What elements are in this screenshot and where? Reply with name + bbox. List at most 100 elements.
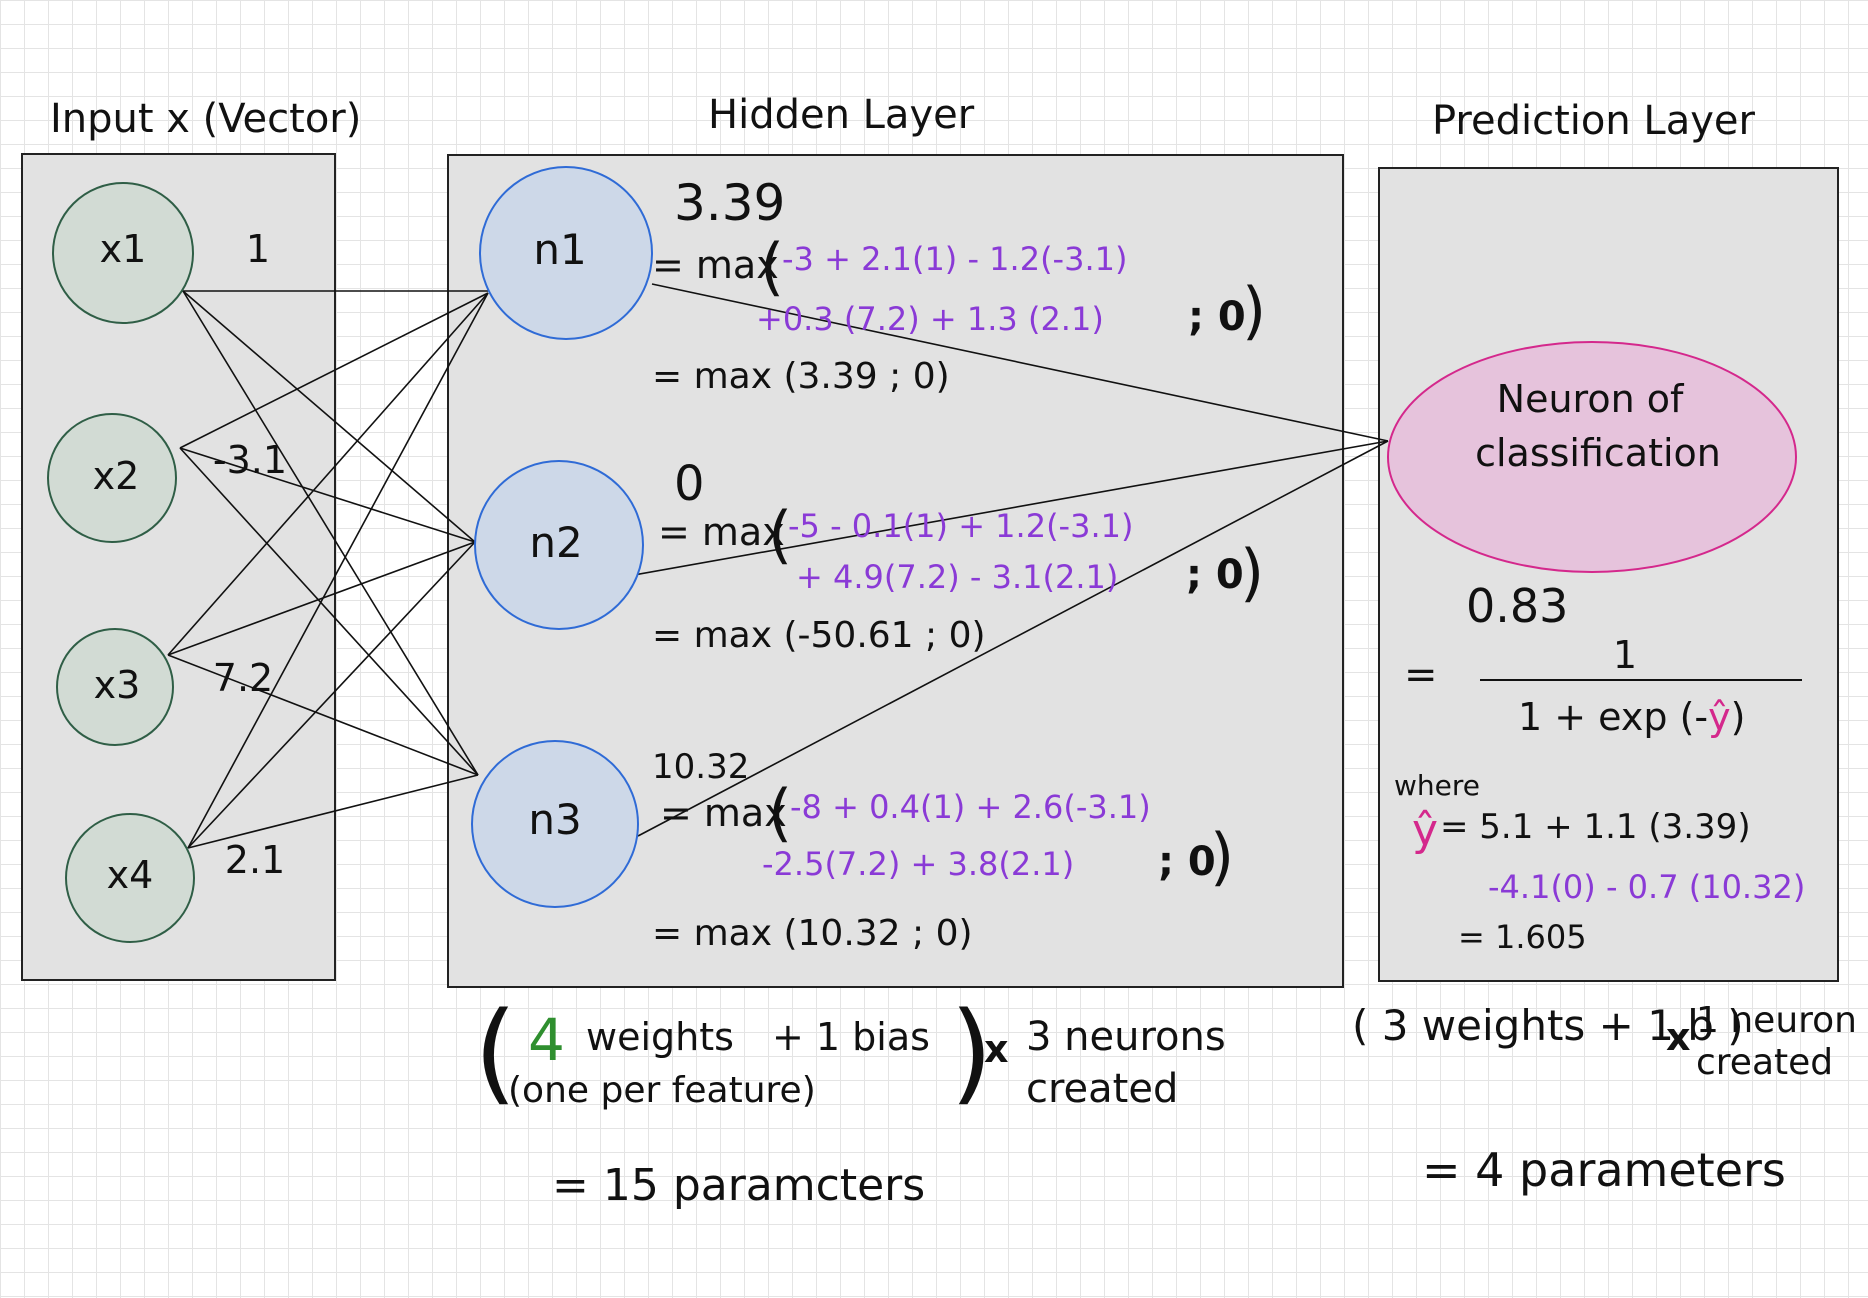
n3-eq1-prefix: = max: [660, 791, 787, 835]
hidden-output-connections: [633, 283, 1389, 837]
conn-n3-out: [637, 440, 1389, 837]
output-neuron: Neuron of classification: [1387, 341, 1797, 573]
input-node-x1: x1: [52, 182, 194, 324]
neuron-n1-equations: 3.39 = max ( -3 + 2.1(1) - 1.2(-3.1) +0.…: [652, 174, 1266, 397]
output-times: x: [1666, 1015, 1691, 1059]
n1-result: 3.39: [674, 174, 785, 232]
hidden-param-open-bracket: (: [474, 988, 517, 1116]
input-value-x4: 2.1: [225, 838, 285, 882]
hidden-times: x: [984, 1027, 1009, 1071]
input-hidden-connections: [167, 290, 489, 849]
n3-eq2-suffix: ; 0: [1158, 839, 1216, 885]
input-label-x2: x2: [93, 454, 140, 498]
hidden-label-n2: n2: [529, 518, 582, 567]
output-label-line2: classification: [1475, 431, 1721, 475]
hidden-total-params: = 15 paramcters: [552, 1160, 925, 1211]
output-param-count: ( 3 weights + 1 b ) x 1 neuron created =…: [1352, 1000, 1857, 1197]
hidden-param-count: ( 4 weights + 1 bias (one per feature) )…: [474, 988, 1226, 1211]
n2-eq2-terms: + 4.9(7.2) - 3.1(2.1): [796, 558, 1118, 596]
output-neurons-line1: 1 neuron: [1696, 1000, 1857, 1041]
input-label-x3: x3: [94, 663, 141, 707]
n2-eq3: = max (-50.61 ; 0): [652, 615, 986, 656]
n1-eq1-prefix: = max: [652, 243, 779, 287]
sigmoid-denominator-left: 1 + exp (-: [1518, 695, 1708, 739]
n2-result: 0: [674, 456, 705, 512]
prediction-panel: [1378, 167, 1839, 982]
n2-eq2-suffix: ; 0: [1186, 552, 1244, 598]
n1-eq1-terms: -3 + 2.1(1) - 1.2(-3.1): [782, 240, 1127, 278]
n2-close-paren: ): [1240, 536, 1264, 609]
sigmoid-denominator-right: ): [1731, 695, 1746, 739]
conn-n1-out: [651, 283, 1389, 442]
n1-open-paren: (: [760, 230, 784, 303]
hidden-param-close-bracket: ): [950, 988, 993, 1116]
n3-result: 10.32: [652, 747, 749, 787]
hidden-label-n1: n1: [533, 225, 586, 274]
input-header: Input x (Vector): [50, 96, 361, 142]
conn-n2-out: [633, 440, 1389, 576]
conn-x4-n1: [187, 292, 489, 849]
hidden-neurons-line2: created: [1026, 1066, 1178, 1112]
n1-close-paren: ): [1242, 274, 1266, 347]
neuron-n2-equations: 0 = max ( -5 - 0.1(1) + 1.2(-3.1) + 4.9(…: [652, 456, 1264, 656]
n1-eq3: = max (3.39 ; 0): [652, 356, 950, 397]
n2-open-paren: (: [768, 498, 792, 571]
n3-eq2-terms: -2.5(7.2) + 3.8(2.1): [762, 845, 1074, 883]
hidden-node-n1: n1: [479, 166, 653, 340]
sigmoid-equals: =: [1404, 652, 1438, 698]
conn-x1-n3: [182, 290, 479, 776]
n2-eq1-prefix: = max: [658, 510, 785, 554]
sigmoid-denominator: 1 + exp (-ŷ): [1518, 695, 1745, 739]
hidden-neurons-line1: 3 neurons: [1026, 1014, 1226, 1060]
output-neurons-line2: created: [1696, 1042, 1833, 1083]
yhat-equation: where ŷ = 5.1 + 1.1 (3.39) -4.1(0) - 0.7…: [1394, 769, 1805, 956]
hidden-label-n3: n3: [528, 795, 581, 844]
hidden-param-note: (one per feature): [508, 1070, 816, 1111]
output-param-formula: ( 3 weights + 1 b ): [1352, 1001, 1744, 1050]
conn-x2-n2: [179, 447, 476, 543]
yhat-line2: -4.1(0) - 0.7 (10.32): [1488, 868, 1805, 906]
n1-eq2-terms: +0.3 (7.2) + 1.3 (2.1): [756, 300, 1104, 338]
output-label-line1: Neuron of: [1497, 377, 1685, 421]
input-node-x4: x4: [65, 813, 195, 943]
input-node-x2: x2: [47, 413, 177, 543]
n3-close-paren: ): [1210, 820, 1234, 893]
hidden-header: Hidden Layer: [708, 92, 975, 138]
hidden-node-n2: n2: [474, 460, 644, 630]
n3-eq1-terms: -8 + 0.4(1) + 2.6(-3.1): [790, 788, 1151, 826]
output-result: 0.83: [1466, 579, 1568, 633]
conn-x3-n3: [167, 654, 479, 776]
input-value-x2: -3.1: [213, 438, 287, 482]
input-value-x3: 7.2: [213, 656, 273, 700]
conn-x4-n2: [187, 541, 476, 849]
hidden-weights-word: weights: [586, 1015, 734, 1059]
where-label: where: [1394, 769, 1480, 802]
output-total-params: = 4 parameters: [1422, 1143, 1786, 1197]
yhat-symbol: ŷ: [1412, 805, 1438, 856]
input-label-x1: x1: [100, 227, 147, 271]
n2-eq1-terms: -5 - 0.1(1) + 1.2(-3.1): [788, 507, 1133, 545]
input-node-x3: x3: [56, 628, 174, 746]
n1-eq2-suffix: ; 0: [1188, 294, 1246, 340]
yhat-line3: = 1.605: [1458, 918, 1587, 956]
yhat-line1: = 5.1 + 1.1 (3.39): [1440, 807, 1751, 847]
conn-x1-n2: [182, 290, 476, 543]
conn-x3-n1: [167, 292, 489, 656]
n3-open-paren: (: [768, 776, 792, 849]
conn-x2-n3: [179, 447, 479, 776]
hidden-weights-count: 4: [528, 1006, 565, 1074]
hidden-plus-bias: + 1 bias: [772, 1015, 930, 1059]
prediction-header: Prediction Layer: [1432, 98, 1756, 144]
n3-eq3: = max (10.32 ; 0): [652, 913, 973, 954]
input-label-x4: x4: [107, 853, 154, 897]
neuron-n3-equations: 10.32 = max ( -8 + 0.4(1) + 2.6(-3.1) -2…: [652, 747, 1234, 954]
sigmoid-equation: 0.83 = 1 1 + exp (-ŷ): [1404, 579, 1802, 739]
sigmoid-yhat: ŷ: [1708, 695, 1731, 739]
hidden-node-n3: n3: [471, 740, 639, 908]
conn-x4-n3: [187, 774, 479, 849]
conn-x2-n1: [179, 292, 489, 449]
input-value-x1: 1: [246, 227, 270, 271]
conn-x3-n2: [167, 541, 476, 656]
sigmoid-numerator: 1: [1613, 633, 1637, 677]
